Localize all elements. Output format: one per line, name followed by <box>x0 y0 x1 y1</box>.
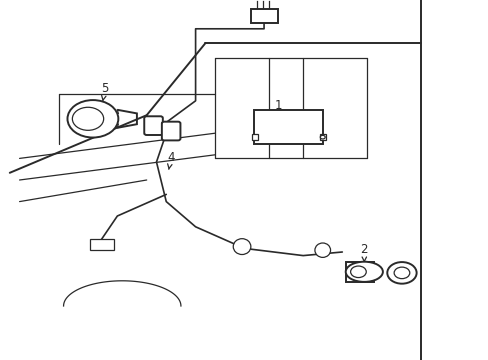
Bar <box>90 239 114 250</box>
FancyBboxPatch shape <box>144 116 163 135</box>
Circle shape <box>393 267 409 279</box>
Text: 5: 5 <box>101 82 109 101</box>
Bar <box>252 134 258 140</box>
Ellipse shape <box>314 243 330 257</box>
Text: 3: 3 <box>406 264 414 280</box>
Bar <box>254 110 322 144</box>
Text: 4: 4 <box>167 151 175 169</box>
Text: 2: 2 <box>360 243 367 262</box>
Circle shape <box>67 100 118 138</box>
Circle shape <box>386 262 416 284</box>
Ellipse shape <box>345 262 382 282</box>
Circle shape <box>350 266 366 278</box>
Circle shape <box>72 107 103 130</box>
Bar <box>319 134 325 140</box>
Text: 1: 1 <box>274 99 283 118</box>
Bar <box>345 262 373 282</box>
Bar <box>250 9 277 23</box>
FancyBboxPatch shape <box>162 122 180 140</box>
Ellipse shape <box>233 239 250 255</box>
Circle shape <box>320 135 325 139</box>
